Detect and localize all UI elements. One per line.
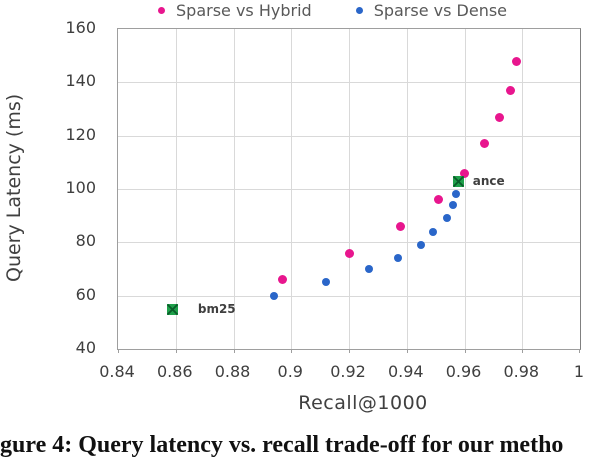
horizontal-gridline <box>118 82 580 84</box>
x-tick-label: 0.88 <box>214 362 251 381</box>
legend-item-sparse-vs-dense: Sparse vs Dense <box>355 0 508 20</box>
horizontal-gridline <box>118 189 580 190</box>
legend-dot-icon <box>355 6 363 14</box>
data-point-dense <box>417 241 426 249</box>
data-point-hybrid <box>511 56 521 66</box>
x-tick-label: 0.9 <box>277 362 303 381</box>
x-axis-tick <box>464 349 466 353</box>
x-axis-tick <box>579 349 580 353</box>
x-tick-label: 0.84 <box>99 362 135 381</box>
chart-legend: Sparse vs Hybrid Sparse vs Dense <box>158 0 508 20</box>
data-point-dense <box>428 227 437 236</box>
data-point-dense <box>269 291 278 300</box>
x-tick-label: 1 <box>573 362 585 381</box>
y-tick-label: 60 <box>75 284 96 304</box>
x-tick-label: 0.94 <box>387 362 424 381</box>
plot-area: bm25 ance <box>117 28 581 353</box>
square-x-icon <box>167 303 179 315</box>
data-point-dense <box>321 278 330 287</box>
horizontal-gridline <box>118 242 580 244</box>
data-point-hybrid <box>278 275 288 285</box>
baseline-label-ance: ance <box>472 174 505 188</box>
x-axis-tick <box>175 349 177 353</box>
x-axis-tick <box>522 349 524 353</box>
data-point-hybrid <box>506 85 516 95</box>
baseline-label-bm25: bm25 <box>197 302 236 316</box>
y-tick-label: 120 <box>65 124 96 144</box>
x-tick-label: 0.86 <box>156 362 193 381</box>
horizontal-gridline <box>118 135 580 137</box>
data-point-dense <box>451 190 460 199</box>
y-tick-label: 100 <box>65 178 96 197</box>
y-axis-title: Query Latency (ms) <box>3 93 25 283</box>
baseline-marker-bm25 <box>167 303 179 315</box>
x-axis-tick <box>291 349 293 353</box>
data-point-hybrid <box>396 221 406 231</box>
x-axis-tick <box>118 349 119 353</box>
y-tick-label: 40 <box>75 338 96 357</box>
data-point-dense <box>394 254 403 263</box>
data-point-hybrid <box>460 168 469 178</box>
legend-label: Sparse vs Dense <box>373 0 508 20</box>
legend-label: Sparse vs Hybrid <box>176 0 312 20</box>
x-axis-tick <box>233 349 235 353</box>
x-axis-tick <box>349 349 350 353</box>
legend-dot-icon <box>158 6 165 14</box>
horizontal-gridline <box>118 295 580 297</box>
data-point-hybrid <box>480 139 490 149</box>
data-point-hybrid <box>344 248 354 258</box>
data-point-dense <box>448 201 457 209</box>
y-tick-label: 80 <box>75 231 96 251</box>
y-tick-label: 160 <box>65 18 96 37</box>
x-axis-title: Recall@1000 <box>298 392 428 414</box>
square-x-icon <box>453 175 465 187</box>
figure-caption: gure 4: Query latency vs. recall trade-o… <box>0 432 564 458</box>
x-tick-label: 0.98 <box>503 362 540 381</box>
data-point-dense <box>365 265 374 273</box>
y-tick-label: 140 <box>65 71 96 91</box>
data-point-dense <box>443 214 452 223</box>
x-tick-label: 0.96 <box>445 362 482 381</box>
baseline-marker-ance <box>453 175 465 187</box>
data-point-hybrid <box>434 195 443 205</box>
legend-item-sparse-vs-hybrid: Sparse vs Hybrid <box>158 1 312 20</box>
x-tick-label: 0.92 <box>330 362 366 381</box>
data-point-hybrid <box>494 112 504 122</box>
x-axis-tick <box>406 349 408 353</box>
